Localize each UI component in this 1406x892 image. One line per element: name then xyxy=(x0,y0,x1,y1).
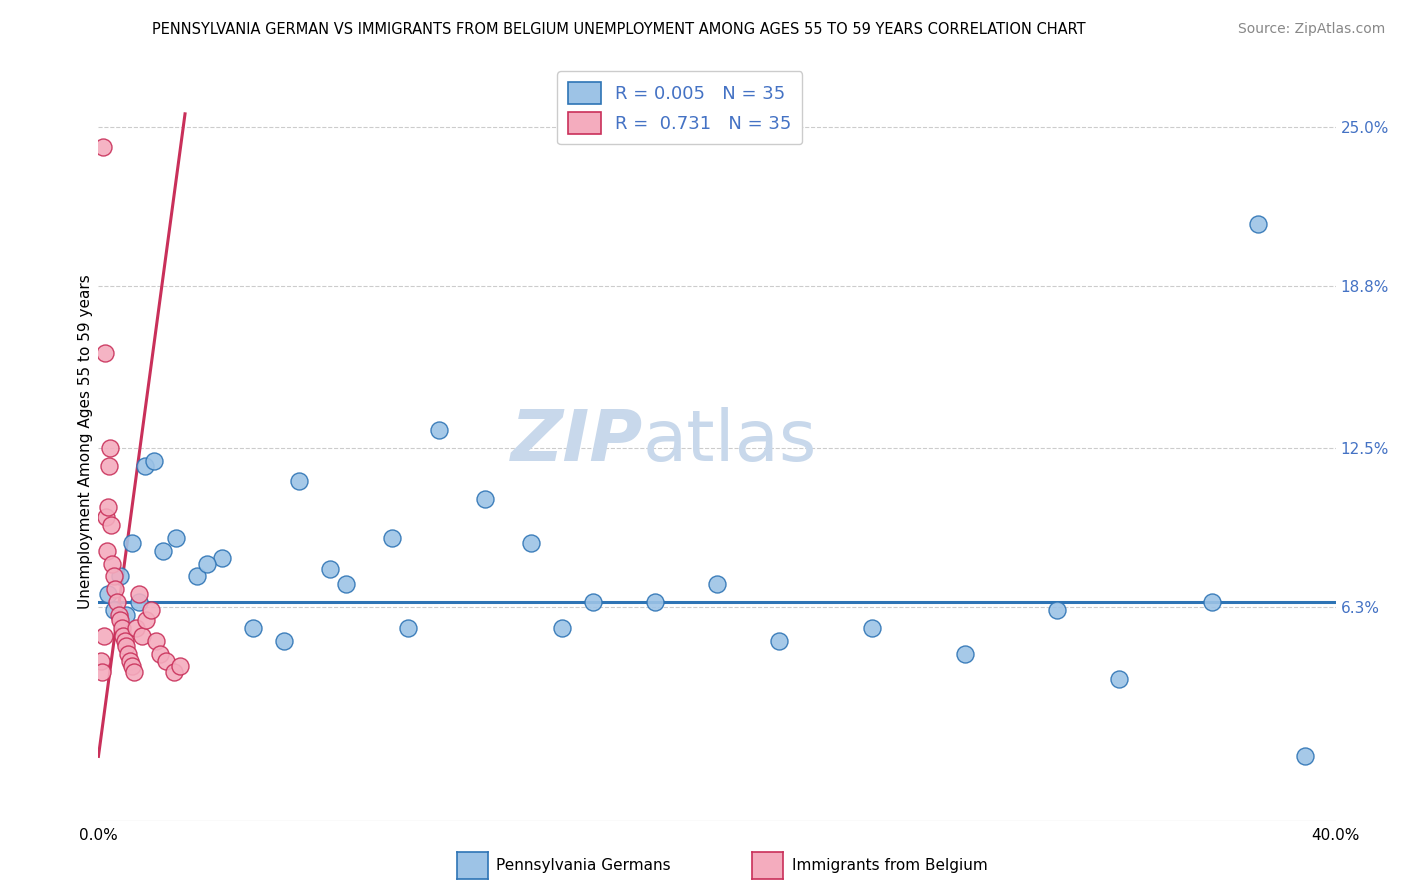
Point xyxy=(143,454,166,468)
Point xyxy=(115,607,138,622)
Point xyxy=(768,633,790,648)
Point xyxy=(114,633,136,648)
Point xyxy=(96,543,118,558)
Text: Immigrants from Belgium: Immigrants from Belgium xyxy=(792,858,987,872)
Point xyxy=(644,595,666,609)
Point xyxy=(135,613,157,627)
Point xyxy=(103,569,125,583)
Point xyxy=(860,621,883,635)
Point xyxy=(96,510,118,524)
Point xyxy=(211,551,233,566)
Point xyxy=(101,557,124,571)
Point xyxy=(381,531,404,545)
Point xyxy=(520,536,543,550)
Point xyxy=(163,665,186,679)
Point xyxy=(145,633,167,648)
Point xyxy=(149,647,172,661)
Point xyxy=(105,595,128,609)
Point xyxy=(139,603,162,617)
Point xyxy=(582,595,605,609)
Point xyxy=(128,587,150,601)
Text: atlas: atlas xyxy=(643,407,817,476)
Point xyxy=(108,569,131,583)
Point xyxy=(103,603,125,617)
Point xyxy=(706,577,728,591)
Point xyxy=(122,665,145,679)
Text: Pennsylvania Germans: Pennsylvania Germans xyxy=(496,858,671,872)
Point xyxy=(1294,749,1316,764)
Point xyxy=(186,569,208,583)
Point xyxy=(288,475,311,489)
Point xyxy=(98,458,121,473)
Point xyxy=(98,441,121,455)
Point xyxy=(94,346,117,360)
Point xyxy=(115,639,138,653)
Point xyxy=(427,423,450,437)
Text: ZIP: ZIP xyxy=(510,407,643,476)
Point xyxy=(134,458,156,473)
Point xyxy=(953,647,976,661)
Point xyxy=(169,659,191,673)
Point xyxy=(125,621,148,635)
Point xyxy=(91,665,114,679)
Point xyxy=(1108,673,1130,687)
Point xyxy=(104,582,127,597)
Point xyxy=(155,654,177,668)
Point xyxy=(117,647,139,661)
Point xyxy=(165,531,187,545)
Point xyxy=(93,629,115,643)
Point xyxy=(100,518,122,533)
Text: PENNSYLVANIA GERMAN VS IMMIGRANTS FROM BELGIUM UNEMPLOYMENT AMONG AGES 55 TO 59 : PENNSYLVANIA GERMAN VS IMMIGRANTS FROM B… xyxy=(152,22,1085,37)
Point xyxy=(128,595,150,609)
Point xyxy=(118,654,141,668)
Point xyxy=(97,587,120,601)
Point xyxy=(91,140,114,154)
Legend: R = 0.005   N = 35, R =  0.731   N = 35: R = 0.005 N = 35, R = 0.731 N = 35 xyxy=(557,71,803,145)
Point xyxy=(1247,218,1270,232)
Point xyxy=(111,621,132,635)
Point xyxy=(242,621,264,635)
Point xyxy=(1046,603,1069,617)
Point xyxy=(107,607,129,622)
Point xyxy=(90,654,112,668)
Point xyxy=(195,557,218,571)
Point xyxy=(121,536,143,550)
Point xyxy=(396,621,419,635)
Point xyxy=(152,543,174,558)
Point xyxy=(112,629,135,643)
Point xyxy=(108,613,131,627)
Point xyxy=(273,633,295,648)
Point xyxy=(97,500,120,514)
Text: Source: ZipAtlas.com: Source: ZipAtlas.com xyxy=(1237,22,1385,37)
Y-axis label: Unemployment Among Ages 55 to 59 years: Unemployment Among Ages 55 to 59 years xyxy=(77,274,93,609)
Point xyxy=(1201,595,1223,609)
Point xyxy=(551,621,574,635)
Point xyxy=(319,562,342,576)
Point xyxy=(121,659,143,673)
Point xyxy=(474,492,496,507)
Point xyxy=(131,629,153,643)
Point xyxy=(335,577,357,591)
